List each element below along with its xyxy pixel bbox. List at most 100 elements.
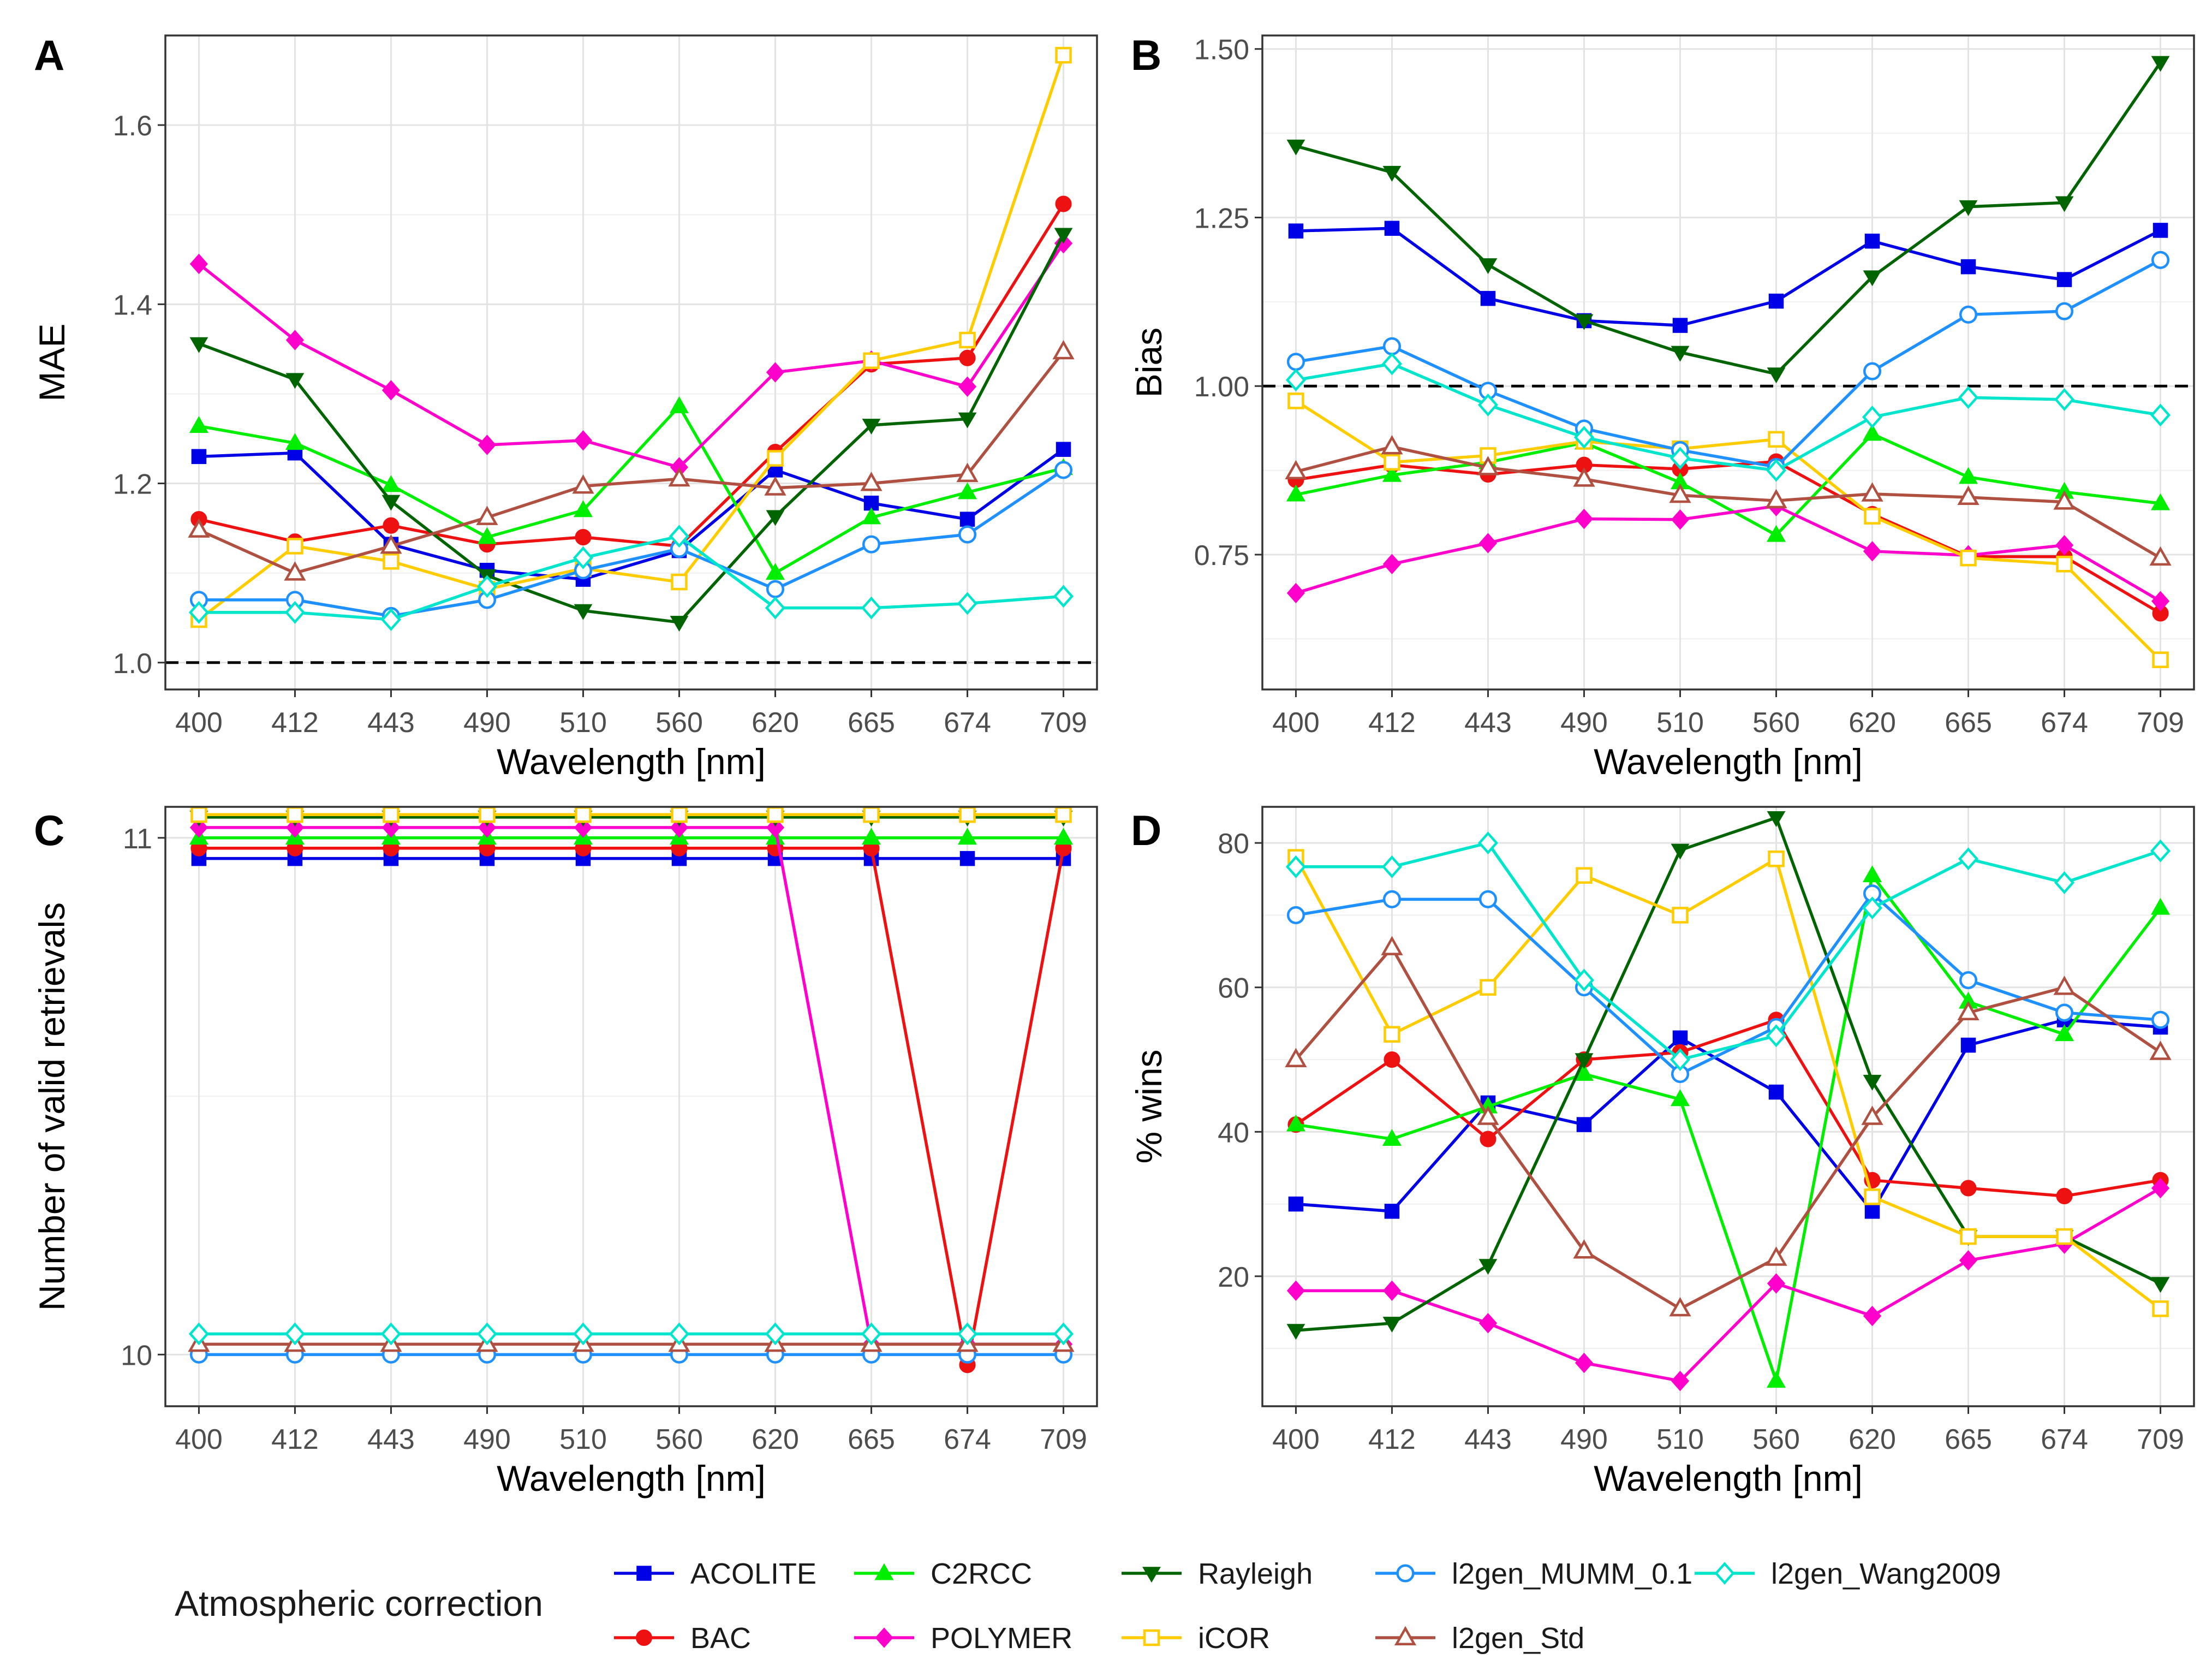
point-icor	[1055, 807, 1072, 823]
point-l2gen-std	[1861, 482, 1883, 502]
point-bac	[1480, 1131, 1496, 1147]
point-polymer	[2151, 1178, 2170, 1199]
point-l2gen-std	[1573, 1239, 1595, 1259]
point-rayleigh	[1767, 811, 1786, 827]
x-tick-label: 510	[559, 1424, 607, 1455]
plot-background	[165, 807, 1097, 1406]
x-axis-title: Wavelength [nm]	[497, 741, 766, 782]
point-l2gen-wang2009	[1381, 352, 1403, 376]
legend-label: l2gen_Std	[1452, 1622, 1584, 1655]
point-l2gen-wang2009	[1958, 847, 1979, 871]
point-acolite	[2153, 223, 2168, 238]
plot-background	[165, 35, 1097, 689]
point-icor	[1864, 508, 1881, 525]
legend-item-polymer: POLYMER	[854, 1622, 1072, 1655]
series-line-bac	[1295, 1018, 2161, 1198]
point-l2gen-std	[1669, 1297, 1691, 1317]
point-icor	[767, 450, 784, 467]
x-tick-label: 674	[944, 707, 991, 739]
x-tick-label: 674	[2041, 1424, 2088, 1455]
x-tick-label: 665	[848, 707, 895, 739]
point-acolite	[1384, 221, 1400, 236]
plot-border	[1261, 806, 2195, 1407]
point-rayleigh	[1286, 1324, 1305, 1340]
point-l2gen-wang2009	[188, 1322, 210, 1346]
x-tick-label: 709	[2137, 707, 2184, 739]
series-group	[1285, 811, 2172, 1391]
point-icor	[287, 538, 303, 555]
point-l2gen-wang2009	[188, 600, 210, 624]
series-line-polymer	[1296, 1187, 2161, 1383]
point-polymer	[1671, 1371, 1690, 1391]
series-line-rayleigh	[1295, 61, 2162, 376]
point-l2gen-wang2009	[957, 592, 978, 615]
x-tick-label: 490	[463, 707, 511, 739]
point-icor	[1384, 1026, 1400, 1043]
point-polymer	[189, 817, 208, 838]
series-group	[188, 807, 1075, 1373]
point-acolite	[191, 449, 207, 465]
point-l2gen-wang2009	[861, 1322, 882, 1346]
y-axis-title: Bias	[1129, 328, 1169, 397]
x-tick-label: 620	[1849, 707, 1896, 739]
point-c2rcc	[381, 475, 401, 492]
point-l2gen-wang2009	[1285, 368, 1307, 392]
point-l2gen-wang2009	[380, 1322, 402, 1346]
series-group	[1285, 56, 2172, 668]
series-line-acolite	[199, 448, 1065, 581]
point-l2gen-std	[188, 518, 210, 538]
point-acolite	[1288, 223, 1304, 239]
point-c2rcc	[1766, 525, 1786, 542]
legend-item-icor: iCOR	[1122, 1622, 1270, 1655]
point-icor	[1960, 549, 1977, 567]
point-polymer	[1382, 1280, 1402, 1301]
point-polymer	[2055, 535, 2074, 556]
point-polymer	[1671, 509, 1690, 530]
point-c2rcc	[1382, 465, 1402, 482]
series-line-bac	[199, 846, 1065, 1367]
point-icor	[1287, 393, 1304, 409]
legend-label: ACOLITE	[690, 1557, 816, 1590]
point-icor	[287, 807, 303, 823]
plot-border	[164, 34, 1098, 691]
point-l2gen-std	[1285, 460, 1307, 480]
point-l2gen-std	[1477, 1105, 1499, 1125]
point-icor	[1768, 850, 1785, 867]
point-acolite	[959, 851, 975, 866]
point-c2rcc	[861, 507, 881, 525]
series-line-l2gen-std	[198, 350, 1065, 575]
point-polymer	[766, 362, 785, 383]
y-tick-label: 1.6	[113, 110, 152, 142]
point-polymer	[478, 435, 497, 455]
x-tick-label: 443	[367, 1424, 415, 1455]
point-l2gen-mumm-0-1	[1382, 890, 1402, 908]
legend-item-l2gen-mumm-0-1: l2gen_MUMM_0.1	[1375, 1557, 1692, 1590]
point-rayleigh	[958, 412, 977, 429]
point-rayleigh	[1671, 346, 1690, 362]
panel-label-b: B	[1131, 31, 1161, 79]
series-line-l2gen-wang2009	[199, 534, 1064, 621]
point-l2gen-wang2009	[669, 525, 690, 548]
point-l2gen-std	[2149, 546, 2172, 566]
legend-key-marker	[1143, 1629, 1160, 1646]
point-l2gen-wang2009	[1381, 855, 1403, 878]
series-line-c2rcc	[1296, 873, 2162, 1383]
x-tick-label: 412	[271, 707, 319, 739]
point-icor	[2152, 651, 2169, 668]
point-polymer	[958, 376, 977, 397]
point-l2gen-mumm-0-1	[2151, 1010, 2170, 1029]
point-acolite	[1056, 442, 1071, 457]
x-axis-title: Wavelength [nm]	[1594, 741, 1863, 782]
point-l2gen-mumm-0-1	[2151, 251, 2170, 269]
x-tick-label: 665	[1945, 707, 1992, 739]
point-icor	[383, 807, 400, 823]
point-acolite	[1960, 259, 1976, 275]
point-l2gen-wang2009	[284, 600, 306, 624]
point-rayleigh	[1575, 1053, 1594, 1069]
x-tick-label: 560	[655, 707, 703, 739]
series-line-icor	[1295, 857, 2162, 1310]
legend: Atmospheric correction ACOLITE BAC C2RCC PO…	[175, 1557, 2001, 1655]
point-polymer	[1478, 1313, 1498, 1334]
point-rayleigh	[1959, 200, 1978, 216]
y-tick-label: 60	[1218, 973, 1249, 1004]
